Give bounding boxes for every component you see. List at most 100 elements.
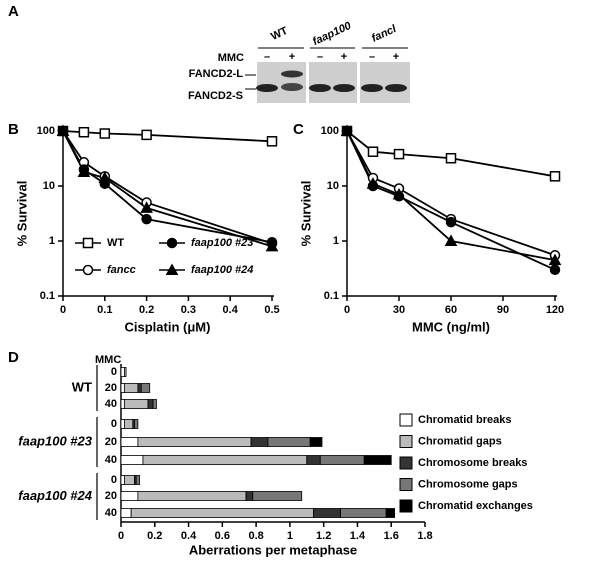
x-tick-label: 30: [393, 304, 405, 316]
bar-segment: [137, 491, 247, 501]
legend-label: Chromosome breaks: [418, 457, 527, 469]
bar-segment: [142, 455, 308, 465]
y-tick-label: 10: [43, 180, 55, 192]
marker: [340, 124, 354, 136]
marker: [367, 146, 379, 157]
blot-band: [361, 84, 383, 92]
series-line: [62, 130, 273, 143]
bar-segment: [385, 508, 395, 518]
bar-segment: [120, 437, 139, 447]
category-label: 40: [105, 398, 117, 410]
legend-label: Chromatid gaps: [418, 435, 502, 447]
bar-segment: [120, 508, 132, 518]
marker: [56, 124, 70, 136]
legend-swatch: [399, 456, 413, 470]
y-tick-label: 1: [333, 235, 339, 247]
blot-band: [256, 84, 278, 92]
legend-label: fancc: [107, 264, 136, 276]
blot-band: [309, 84, 331, 92]
x-tick-label: 0.2: [147, 530, 162, 542]
series-line: [62, 130, 273, 245]
panel-label: A: [8, 3, 19, 20]
panel-label: C: [293, 121, 304, 138]
x-tick-label: 90: [497, 304, 509, 316]
bar-segment: [250, 437, 269, 447]
category-label: 0: [111, 474, 117, 486]
group-label: faap100 #24: [18, 488, 92, 503]
lane-label: faap100: [311, 19, 354, 48]
bar-segment: [120, 455, 144, 465]
blot-band: [385, 84, 407, 92]
y-tick-label: 100: [37, 125, 55, 137]
category-label: 40: [105, 454, 117, 466]
bar-segment: [123, 475, 135, 485]
category-axis-title: MMC: [95, 354, 121, 366]
bar-segment: [309, 437, 323, 447]
x-tick-label: 120: [546, 304, 564, 316]
treatment-label: MMC: [218, 52, 244, 64]
marker: [98, 171, 112, 183]
legend-label: faap100 #24: [191, 264, 253, 276]
y-tick-label: 1: [49, 235, 55, 247]
x-tick-label: 1.6: [384, 530, 399, 542]
bar-segment: [130, 508, 314, 518]
lane-label: fancl: [370, 23, 399, 45]
blot-band: [281, 83, 303, 91]
x-tick-label: 0: [118, 530, 124, 542]
category-label: 20: [105, 382, 117, 394]
y-tick-label: 0.1: [324, 290, 339, 302]
marker: [141, 129, 152, 141]
bar-segment: [123, 367, 127, 377]
y-tick-label: 0.1: [40, 290, 55, 302]
x-axis-label: Aberrations per metaphase: [189, 542, 357, 557]
bar-segment: [123, 399, 149, 409]
x-tick-label: 1.8: [417, 530, 432, 542]
marker: [548, 253, 562, 266]
treatment-sign: –: [264, 51, 270, 63]
legend-label: faap100 #23: [191, 237, 253, 249]
x-tick-label: 0.4: [223, 304, 239, 316]
bar-segment: [319, 455, 365, 465]
lane-label: WT: [269, 25, 290, 43]
x-tick-label: 0: [344, 304, 350, 316]
bar-segment: [120, 491, 139, 501]
blot-membrane: [257, 62, 410, 103]
treatment-sign: +: [289, 51, 295, 63]
marker: [77, 165, 91, 177]
bar-segment: [306, 455, 321, 465]
bar-segment: [313, 508, 341, 518]
marker: [392, 187, 406, 200]
bar-segment: [137, 383, 142, 393]
legend-swatch: [399, 435, 413, 448]
category-label: 20: [105, 490, 117, 502]
treatment-sign: –: [369, 51, 375, 63]
blot-band: [333, 84, 355, 92]
band-label: FANCD2-L: [189, 68, 244, 80]
bar-segment: [120, 399, 125, 409]
marker: [549, 171, 561, 182]
x-tick-label: 1.4: [350, 530, 366, 542]
bar-segment: [245, 491, 254, 501]
marker: [141, 213, 152, 225]
x-tick-label: 0: [60, 304, 66, 316]
bar-segment: [120, 475, 125, 485]
bar-segment: [267, 437, 311, 447]
x-axis-label: Cisplatin (μM): [125, 319, 211, 334]
x-tick-label: 0.2: [139, 304, 154, 316]
x-tick-label: 60: [445, 304, 457, 316]
legend-marker: [82, 264, 94, 276]
x-tick-label: 0.1: [97, 304, 112, 316]
y-axis-label: % Survival: [298, 181, 313, 247]
panel-label: D: [8, 349, 19, 366]
legend-label: Chromatid exchanges: [418, 500, 533, 512]
x-tick-label: 0.6: [215, 530, 230, 542]
bar-segment: [152, 399, 157, 409]
y-axis-label: % Survival: [14, 181, 29, 247]
legend-marker: [82, 237, 94, 249]
x-tick-label: 1.2: [316, 530, 331, 542]
marker: [366, 177, 380, 189]
x-tick-label: 0.8: [248, 530, 263, 542]
category-label: 40: [105, 507, 117, 519]
treatment-sign: +: [341, 51, 347, 63]
legend-label: Chromatid breaks: [418, 414, 512, 426]
